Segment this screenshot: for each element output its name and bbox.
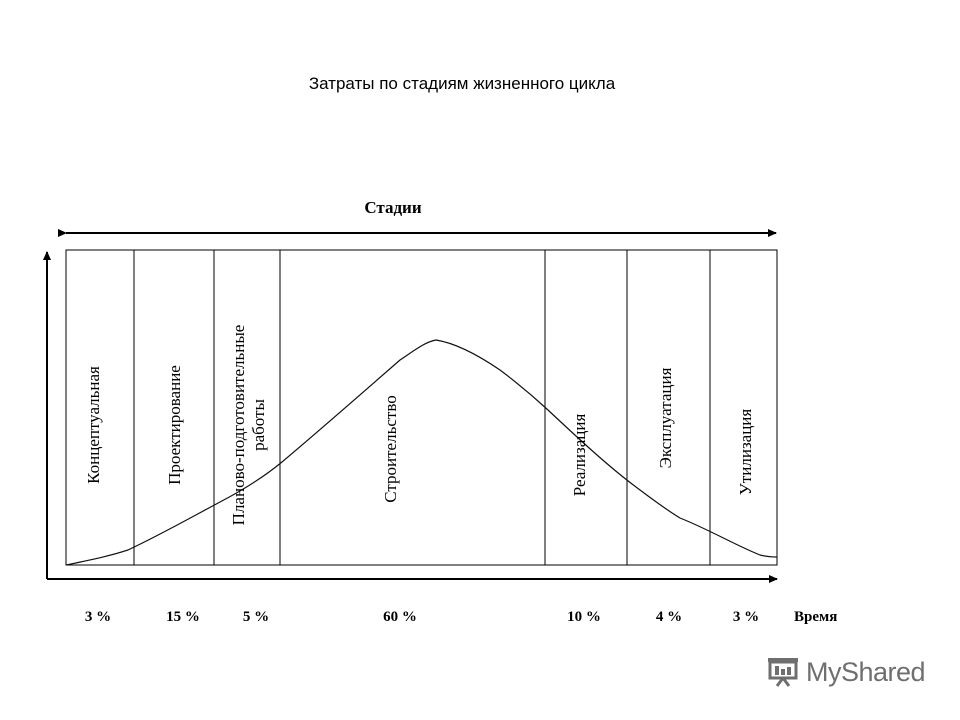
stage-percent-2: 15 % bbox=[166, 609, 200, 625]
stage-percent-3: 5 % bbox=[243, 609, 269, 625]
stage-percent-4: 60 % bbox=[383, 609, 417, 625]
stages-header: Стадии bbox=[364, 198, 422, 217]
slide-title: Затраты по стадиям жизненного цикла bbox=[308, 74, 616, 93]
watermark-text: MyShared bbox=[806, 656, 926, 687]
cost-curve bbox=[65, 339, 778, 566]
stage-label-3: Планово-подготовительныеработы bbox=[229, 325, 268, 526]
stage-label-5: Реализация bbox=[570, 414, 589, 497]
stage-label-1: Концептуальная bbox=[84, 366, 103, 484]
stage-percent-6: 4 % bbox=[656, 609, 682, 625]
stage-percent-1: 3 % bbox=[85, 609, 111, 625]
watermark: MyShared bbox=[766, 652, 926, 692]
stage-label-2: Проектирование bbox=[165, 365, 184, 485]
stage-percent-5: 10 % bbox=[567, 609, 601, 625]
time-axis-label: Время bbox=[794, 609, 837, 625]
presentation-board-icon bbox=[768, 658, 798, 687]
stage-dividers bbox=[133, 250, 711, 565]
stage-percent-7: 3 % bbox=[733, 609, 759, 625]
stage-label-4: Строительство bbox=[381, 395, 400, 502]
stage-label-6: Эксплуатация bbox=[656, 367, 675, 468]
stage-label-7: Утилизация bbox=[736, 409, 755, 496]
stages-frame bbox=[65, 249, 778, 566]
